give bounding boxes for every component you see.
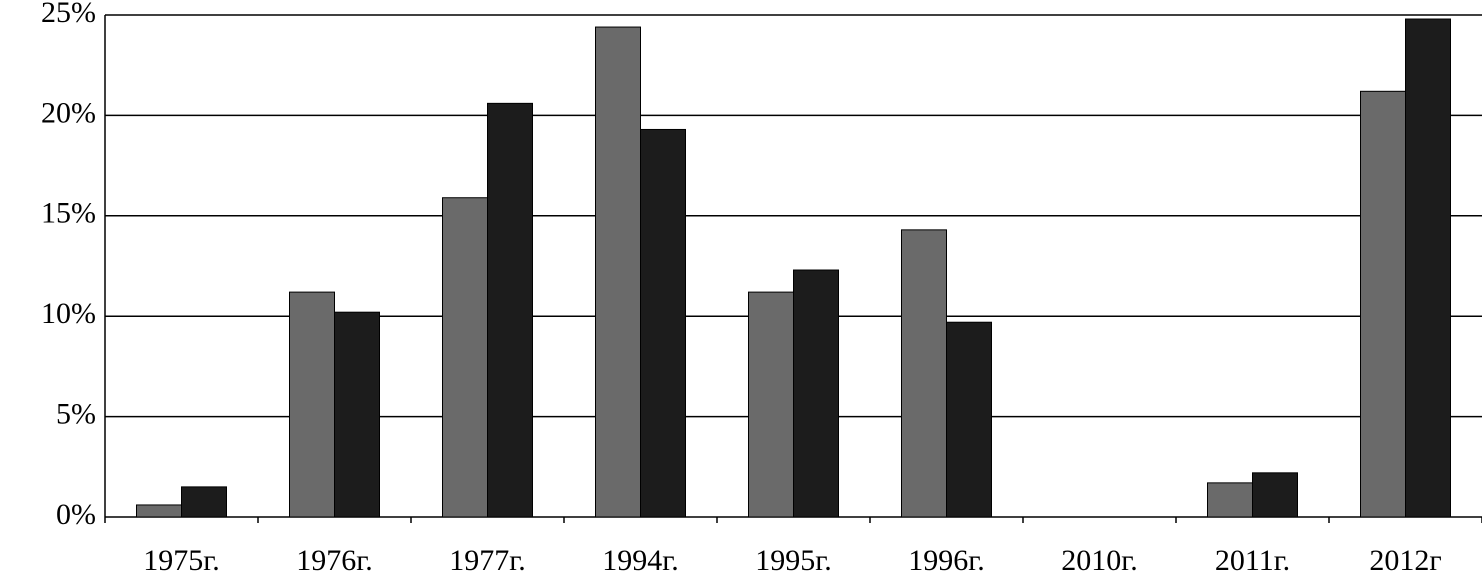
x-tick-label: 1994г. [602,544,678,577]
y-tick-label: 15% [41,197,96,230]
bar [1252,472,1298,518]
x-tick-label: 1975г. [143,544,219,577]
bar [136,504,182,518]
bar [442,197,488,518]
bar [1405,18,1451,518]
x-tick-label: 1976г. [296,544,372,577]
x-tick-label: 2011г. [1215,544,1290,577]
bar [1360,90,1406,518]
y-tick-label: 10% [41,297,96,330]
bar [640,128,686,518]
bar [289,291,335,518]
bar [334,311,380,518]
bar [946,321,992,518]
y-tick-label: 0% [56,498,96,531]
bar [901,229,947,518]
bar [748,291,794,518]
y-tick-label: 20% [41,96,96,129]
x-tick-label: 1996г. [908,544,984,577]
bar [1207,482,1253,518]
x-tick-label: 2010г. [1061,544,1137,577]
bar [487,102,533,518]
x-tick-label: 1995г. [755,544,831,577]
y-tick-label: 25% [41,0,96,29]
y-tick-label: 5% [56,397,96,430]
bar [793,269,839,518]
x-tick-label: 2012г [1369,544,1441,577]
bar [181,486,227,518]
bar [595,26,641,518]
x-tick-label: 1977г. [449,544,525,577]
